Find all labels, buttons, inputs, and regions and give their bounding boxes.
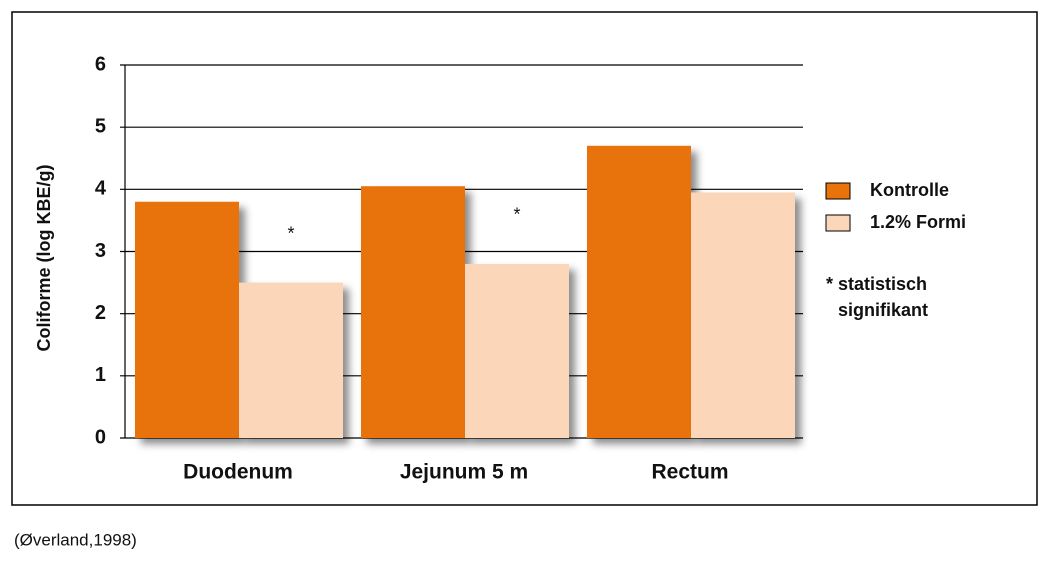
bar — [465, 263, 569, 438]
legend-swatch — [825, 214, 851, 232]
x-tick-label: Rectum — [651, 461, 728, 484]
y-tick-label: 5 — [95, 115, 106, 137]
source: (Øverland,1998) — [14, 530, 137, 549]
legend-label: Kontrolle — [870, 180, 949, 200]
bar — [691, 192, 795, 438]
x-tick-label: Duodenum — [183, 461, 293, 484]
y-tick-label: 0 — [95, 426, 106, 448]
significance-mark: * — [513, 205, 520, 225]
bar — [587, 145, 691, 439]
x-tick-label: Jejunum 5 m — [400, 461, 528, 484]
bar — [239, 282, 343, 438]
y-tick-label: 3 — [95, 240, 106, 262]
legend-swatch — [825, 182, 851, 200]
bar — [361, 186, 465, 438]
note: signifikant — [838, 300, 928, 320]
note: * statistisch — [826, 274, 927, 294]
significance-mark: * — [287, 223, 294, 243]
y-axis-label: Coliforme (log KBE/g) — [34, 165, 54, 352]
frame — [11, 11, 1038, 506]
bar — [135, 201, 239, 438]
y-tick-label: 2 — [95, 302, 106, 324]
y-tick-label: 6 — [95, 53, 106, 75]
legend-label: 1.2% Formi — [870, 212, 966, 232]
y-tick-label: 1 — [95, 364, 106, 386]
y-tick-label: 4 — [95, 178, 107, 200]
